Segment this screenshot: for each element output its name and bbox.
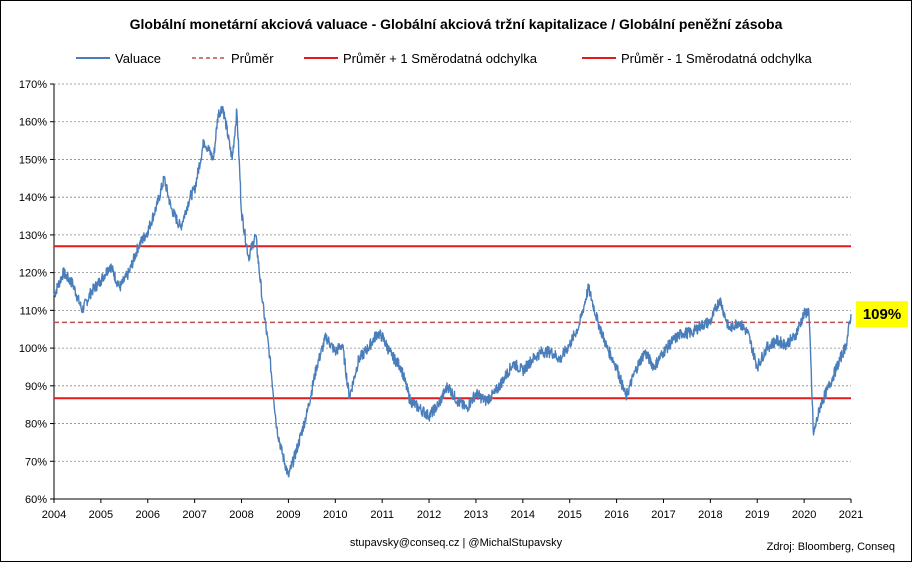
x-tick-label: 2011: [370, 509, 394, 521]
x-tick-label: 2019: [745, 509, 769, 521]
x-tick-label: 2012: [417, 509, 441, 521]
legend-label-plus-sd: Průměr + 1 Směrodatná odchylka: [343, 51, 538, 66]
y-tick-label: 100%: [19, 343, 47, 355]
y-tick-label: 70%: [25, 456, 47, 468]
callout-background: [856, 301, 908, 328]
grid-layer: [54, 83, 851, 462]
y-tick-label: 80%: [25, 419, 47, 431]
x-tick-label: 2008: [229, 509, 253, 521]
y-tick-label: 60%: [25, 494, 47, 506]
y-tick-label: 150%: [19, 154, 47, 166]
x-tick-label: 2007: [182, 509, 206, 521]
series-line-valuace: [53, 105, 852, 478]
x-tick-label: 2018: [698, 509, 722, 521]
y-tick-label: 140%: [19, 192, 47, 204]
x-tick-label: 2014: [511, 509, 535, 521]
x-tick-label: 2015: [557, 509, 581, 521]
y-axis: 60% 70% 80% 90% 100% 110% 120% 130% 140% 150% 160%…: [19, 79, 55, 506]
chart-title: Globální monetární akciová valuace - Glo…: [130, 16, 783, 32]
y-tick-label: 170%: [19, 79, 47, 91]
x-tick-label: 2016: [604, 509, 628, 521]
y-tick-label: 110%: [20, 305, 48, 317]
x-axis: 2004 2005 2006 2007 2008 2009 2010 2011 2012 2013…: [42, 498, 863, 521]
x-tick-label: 2004: [42, 509, 66, 521]
x-tick-label: 2010: [323, 509, 347, 521]
legend-label-valuace: Valuace: [115, 51, 161, 66]
footer-source: Zdroj: Bloomberg, Conseq: [767, 541, 895, 553]
x-tick-label: 2017: [651, 509, 675, 521]
y-tick-label: 160%: [19, 117, 47, 129]
callout-label: 109%: [863, 306, 901, 323]
legend: Valuace Průměr Průměr + 1 Směrodatná odc…: [76, 51, 813, 66]
x-tick-label: 2021: [839, 509, 863, 521]
x-tick-label: 2009: [276, 509, 300, 521]
y-tick-label: 120%: [19, 268, 47, 280]
footer-contact: stupavsky@conseq.cz | @MichalStupavsky: [350, 537, 563, 549]
x-tick-label: 2020: [792, 509, 816, 521]
series-layer: [53, 105, 852, 478]
y-tick-label: 130%: [19, 230, 47, 242]
legend-label-minus-sd: Průměr - 1 Směrodatná odchylka: [621, 51, 813, 66]
x-tick-label: 2013: [464, 509, 488, 521]
x-tick-label: 2005: [89, 509, 113, 521]
y-tick-label: 90%: [25, 381, 47, 393]
x-tick-label: 2006: [136, 509, 160, 521]
callout-current-value: 109%: [856, 301, 908, 328]
legend-label-prumer: Průměr: [231, 51, 274, 66]
